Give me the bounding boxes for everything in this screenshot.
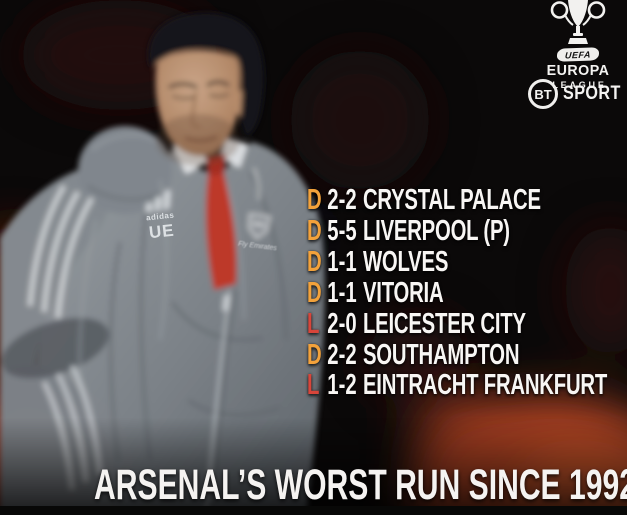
- result-outcome-letter: L: [307, 369, 320, 402]
- hair: [148, 12, 265, 138]
- result-outcome-letter: D: [307, 214, 322, 247]
- arsenal-crest: [248, 213, 271, 240]
- result-team: WOLVES: [362, 245, 449, 278]
- adidas-logo-bars: [145, 189, 171, 213]
- result-team: SOUTHAMPTON: [362, 338, 520, 371]
- result-team: VITORIA: [362, 276, 444, 309]
- jacket-initials-text: UE: [148, 220, 176, 243]
- result-score: 1-1: [327, 276, 357, 309]
- bt-initials: BT: [534, 86, 552, 102]
- result-score: 2-2: [327, 338, 357, 371]
- result-team: CRYSTAL PALACE: [362, 184, 541, 216]
- result-row: L 2-0 LEICESTER CITY: [307, 307, 607, 340]
- result-score: 1-1: [327, 245, 357, 278]
- result-row: D 5-5 LIVERPOOL (P): [307, 216, 607, 247]
- result-outcome-letter: D: [307, 338, 322, 371]
- results-list: D 2-2 CRYSTAL PALACE D 5-5 LIVERPOOL (P)…: [307, 185, 607, 401]
- uefa-badge-label: UEFA: [564, 49, 592, 60]
- result-score: 5-5: [327, 214, 357, 247]
- result-score: 2-2: [327, 184, 357, 216]
- europa-league-trophy-icon: [550, 0, 606, 44]
- bt-sport-wordmark: SPORT: [563, 83, 621, 104]
- competition-name-line1: EUROPA: [546, 62, 610, 79]
- result-score: 1-2: [327, 369, 357, 402]
- bottom-black-bar: [0, 506, 627, 515]
- result-outcome-letter: D: [307, 245, 322, 278]
- result-row: D 2-2 SOUTHAMPTON: [307, 338, 607, 371]
- tie: [206, 174, 237, 290]
- facial-features: [168, 80, 230, 142]
- result-row: L 1-2 EINTRACHT FRANKFURT: [307, 370, 607, 401]
- result-outcome-letter: L: [307, 307, 320, 340]
- adidas-stripes-upper: [27, 184, 95, 319]
- result-score: 2-0: [327, 307, 357, 340]
- result-row: D 2-2 CRYSTAL PALACE: [307, 185, 607, 216]
- result-team: EINTRACHT FRANKFURT: [362, 369, 608, 402]
- result-outcome-letter: D: [307, 184, 322, 216]
- result-row: D 1-1 WOLVES: [307, 245, 607, 278]
- uefa-badge: UEFA: [556, 47, 600, 62]
- bt-circle-icon: BT: [528, 79, 558, 109]
- europa-league-logo: UEFA EUROPA LEAGUE: [538, 0, 618, 90]
- competition-name-line2: LEAGUE: [552, 80, 607, 90]
- result-row: D 1-1 VITORIA: [307, 276, 607, 309]
- caption-headline: ARSENAL’S WORST RUN SINCE 1992: [94, 461, 627, 509]
- result-team: LEICESTER CITY: [362, 307, 526, 340]
- result-team: LIVERPOOL (P): [362, 214, 510, 247]
- bottom-vignette: [0, 418, 627, 515]
- bt-sport-logo: BT SPORT: [528, 79, 627, 109]
- result-outcome-letter: D: [307, 276, 322, 309]
